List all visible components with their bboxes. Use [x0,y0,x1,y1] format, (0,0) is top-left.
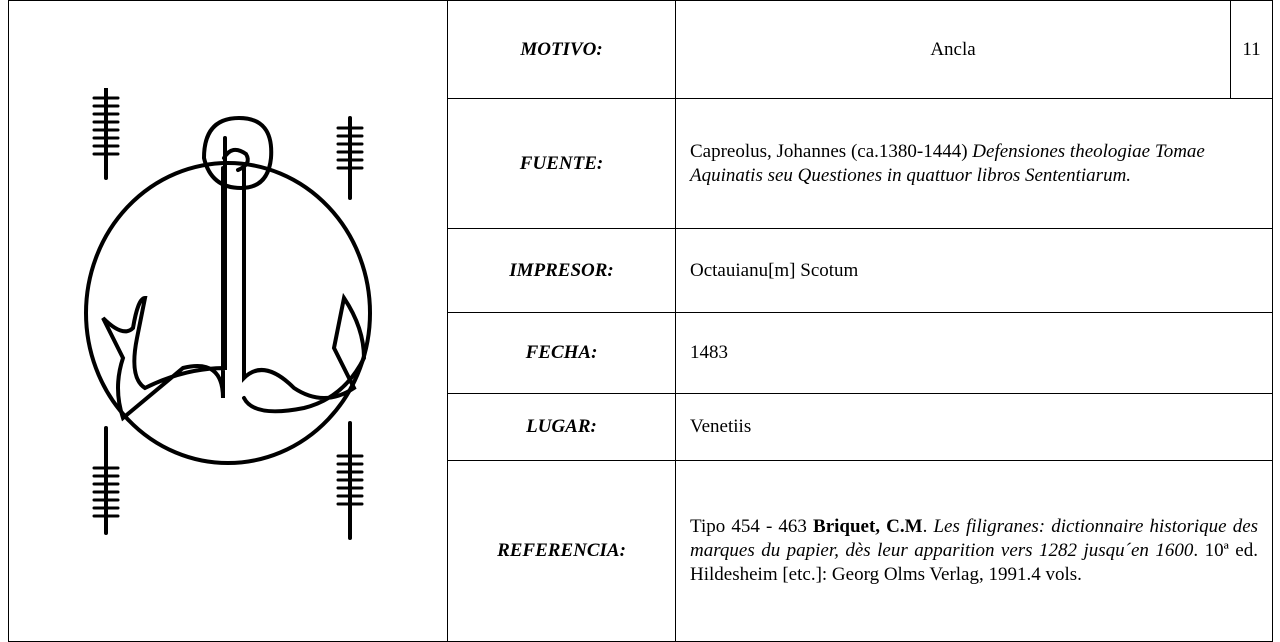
record-table: MOTIVO: Ancla 11 FUENTE: Capreolus, Johanne… [8,0,1273,642]
text-segment: Capreolus, Johannes (ca.1380-1444) [690,140,973,162]
field-label: LUGAR: [447,393,676,461]
field-value: Venetiis [675,393,1273,461]
text-segment: Briquet, C.M [813,516,923,537]
watermark-cell [8,0,448,642]
text-segment: 1483 [690,342,728,363]
field-value: Capreolus, Johannes (ca.1380-1444) Defen… [675,98,1273,229]
text-segment: Ancla [930,38,976,60]
row: MOTIVO: Ancla 11 [8,0,1273,642]
text-segment: Octauianu[m] Scotum [690,259,859,281]
field-value: Octauianu[m] Scotum [675,228,1273,313]
row: IMPRESOR: Octauianu[m] Scotum [9,228,1273,313]
record-number: 11 [1230,0,1273,99]
field-label: IMPRESOR: [447,228,676,313]
text-segment: Les filigranes: dictionnaire historique … [690,516,1259,561]
text-segment: Venetiis [690,416,752,437]
field-label: REFERENCIA: [447,460,676,642]
text-segment: Defensiones theologiae Tomae Aquinatis s… [690,140,1205,186]
row: LUGAR: Venetiis [9,393,1273,461]
field-value: Ancla [675,0,1231,99]
row: REFERENCIA: Tipo 454 - 463 Briquet, C.M. … [9,460,1273,642]
field-value: Tipo 454 - 463 Briquet, C.M. Les filigra… [675,460,1273,642]
row: FUENTE: Capreolus, Johannes (ca.1380-1444… [9,98,1273,229]
text-segment: . [922,516,934,537]
field-value: 1483 [675,312,1273,394]
text-segment: . 10ª ed. Hildesheim [etc.]: Georg Olms … [690,540,1258,585]
field-label: MOTIVO: [447,0,676,99]
field-label: FUENTE: [447,98,676,229]
table-body: MOTIVO: Ancla 11 FUENTE: Capreolus, Johanne… [8,0,1273,642]
anchor-watermark [84,85,372,540]
row: FECHA: 1483 [9,312,1273,394]
field-label: FECHA: [447,312,676,394]
text-segment: Tipo 454 - 463 [690,516,814,537]
